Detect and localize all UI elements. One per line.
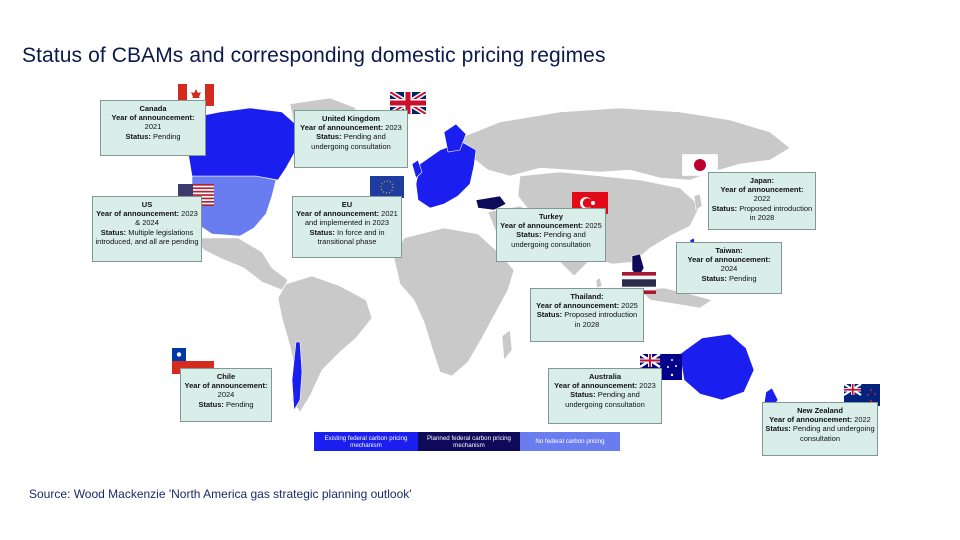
callout-name: US: [141, 200, 153, 209]
callout-eu: EU Year of announcement: 2021 and implem…: [292, 196, 402, 258]
source-note: Source: Wood Mackenzie 'North America ga…: [29, 487, 412, 501]
page-title: Status of CBAMs and corresponding domest…: [22, 44, 606, 67]
turkey-region: [475, 195, 507, 211]
callout-year-label: Year of announcement:: [300, 123, 384, 133]
callout-year-label: Year of announcement:: [769, 415, 853, 425]
indonesia-region: [639, 287, 713, 309]
callout-status-label: Status:: [570, 390, 596, 400]
callout-status-label: Status:: [100, 227, 127, 237]
callout-status-label: Status:: [316, 132, 342, 142]
newzealand-flag-icon: [844, 384, 880, 406]
callout-canada: Canada Year of announcement: 2021 Status…: [100, 100, 206, 156]
callout-status: Pending: [728, 273, 757, 283]
callout-year-label: Year of announcement:: [111, 113, 195, 123]
callout-status-label: Status:: [701, 273, 727, 283]
callout-status-label: Status:: [125, 131, 151, 141]
japan-flag-icon: [682, 154, 718, 176]
callout-japan: Japan: Year of announcement: 2022 Status…: [708, 172, 816, 230]
callout-newzealand: New Zealand Year of announcement: 2022 S…: [762, 402, 878, 456]
callout-status: Proposed introduction in 2028: [739, 203, 813, 222]
callout-year-label: Year of announcement:: [720, 185, 804, 195]
africa-region: [393, 227, 515, 377]
callout-turkey: Turkey Year of announcement: 2025 Status…: [496, 208, 606, 262]
callout-name: Australia: [588, 372, 622, 381]
legend-existing: Existing federal carbon pricing mechanis…: [314, 432, 418, 451]
scandinavia-region: [443, 123, 467, 153]
callout-year: 2024: [720, 264, 738, 274]
legend-planned: Planned federal carbon pricing mechanism: [418, 432, 520, 451]
south-america-region: [277, 275, 373, 413]
callout-name: Canada: [139, 104, 167, 113]
callout-year: 2024: [217, 390, 235, 400]
australia-region: [679, 333, 755, 401]
map-legend: Existing federal carbon pricing mechanis…: [314, 432, 620, 451]
callout-australia: Australia Year of announcement: 2023 Sta…: [548, 368, 662, 424]
callout-year: 2023 & 2024: [135, 209, 198, 228]
callout-status: Pending: [225, 399, 254, 409]
mexico-region: [195, 237, 289, 291]
callout-year-label: Year of announcement:: [500, 221, 584, 231]
callout-uk: United Kingdom Year of announcement: 202…: [294, 110, 408, 168]
callout-year: 2023: [385, 123, 402, 133]
uk-region: [411, 159, 423, 179]
callout-year: 2025: [585, 221, 602, 231]
callout-status: Multiple legislations introduced, and al…: [95, 227, 199, 246]
callout-year-label: Year of announcement:: [96, 209, 180, 219]
callout-status-label: Status:: [711, 203, 738, 213]
madagascar-region: [501, 329, 513, 361]
callout-name: Thailand:: [570, 292, 604, 301]
callout-status-label: Status:: [309, 227, 335, 237]
chile-region: [291, 341, 303, 411]
callout-year-label: Year of announcement:: [184, 381, 268, 391]
callout-status-label: Status:: [765, 424, 791, 434]
legend-none: No federal carbon pricing: [520, 432, 620, 451]
callout-year: 2025: [621, 301, 638, 311]
callout-status: Pending and undergoing consultation: [311, 132, 391, 151]
callout-year: 2021 and implemented in 2023: [304, 209, 398, 228]
callout-name: Taiwan:: [715, 246, 743, 255]
callout-status: In force and in transitional phase: [317, 227, 385, 246]
callout-status: Pending and undergoing consultation: [792, 424, 875, 443]
callout-chile: Chile Year of announcement: 2024 Status:…: [180, 368, 272, 422]
callout-name: Turkey: [538, 212, 564, 221]
russia-region: [459, 107, 791, 181]
callout-status-label: Status:: [536, 310, 563, 320]
callout-name: Chile: [216, 372, 236, 381]
callout-year: 2021: [144, 122, 162, 132]
callout-year: 2022: [854, 415, 871, 425]
callout-year-label: Year of announcement:: [554, 381, 638, 391]
callout-name: Japan:: [749, 176, 775, 185]
callout-status: Pending: [152, 131, 181, 141]
callout-year-label: Year of announcement:: [687, 255, 771, 265]
callout-us: US Year of announcement: 2023 & 2024 Sta…: [92, 196, 202, 262]
callout-taiwan: Taiwan: Year of announcement: 2024 Statu…: [676, 242, 782, 294]
callout-thailand: Thailand: Year of announcement: 2025 Sta…: [530, 288, 644, 342]
callout-name: New Zealand: [797, 406, 843, 415]
callout-name: EU: [341, 200, 353, 209]
callout-status: Pending and undergoing consultation: [511, 230, 591, 249]
canada-region: [185, 107, 301, 181]
eu-region: [415, 141, 477, 209]
callout-year-label: Year of announcement:: [296, 209, 380, 219]
callout-year-label: Year of announcement:: [536, 301, 620, 311]
callout-year: 2022: [753, 194, 771, 204]
eu-flag-icon: [370, 176, 404, 198]
callout-name: United Kingdom: [322, 114, 380, 123]
callout-status-label: Status:: [198, 399, 224, 409]
callout-status: Proposed introduction in 2028: [564, 310, 638, 329]
callout-status-label: Status:: [516, 230, 542, 240]
callout-status: Pending and undergoing consultation: [565, 390, 645, 409]
callout-year: 2023: [639, 381, 656, 391]
